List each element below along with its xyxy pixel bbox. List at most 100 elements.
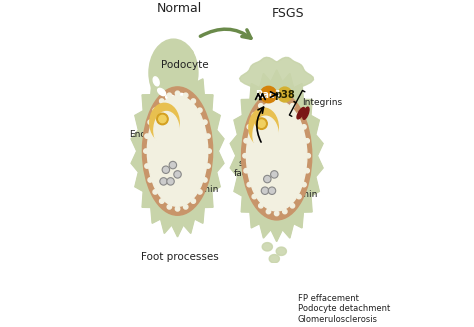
- Circle shape: [160, 99, 164, 103]
- Circle shape: [206, 164, 210, 168]
- Ellipse shape: [154, 112, 179, 149]
- Circle shape: [159, 115, 166, 123]
- Circle shape: [153, 190, 157, 194]
- Ellipse shape: [150, 103, 179, 142]
- Ellipse shape: [278, 87, 292, 102]
- Text: FSGS: FSGS: [272, 7, 305, 20]
- Circle shape: [157, 113, 168, 125]
- Text: Integrins: Integrins: [302, 97, 342, 107]
- Circle shape: [183, 205, 188, 209]
- Text: Endothelial
cell: Endothelial cell: [129, 130, 181, 149]
- Circle shape: [175, 207, 180, 211]
- Circle shape: [266, 209, 271, 214]
- Ellipse shape: [188, 50, 194, 62]
- Circle shape: [162, 166, 170, 173]
- Circle shape: [198, 190, 202, 194]
- Circle shape: [306, 154, 310, 158]
- Polygon shape: [230, 70, 323, 242]
- Circle shape: [167, 178, 174, 185]
- Ellipse shape: [165, 95, 175, 100]
- Circle shape: [247, 125, 252, 129]
- Text: p38: p38: [274, 90, 295, 99]
- Text: FP effacement
Podocyte detachment
Glomerulosclerosis: FP effacement Podocyte detachment Glomer…: [298, 294, 390, 324]
- Ellipse shape: [158, 88, 165, 96]
- Circle shape: [203, 120, 207, 124]
- Text: Albumin: Albumin: [281, 190, 319, 199]
- Circle shape: [256, 273, 264, 280]
- Circle shape: [266, 279, 273, 286]
- Text: FSGS
serum
factor(s): FSGS serum factor(s): [234, 148, 272, 178]
- Circle shape: [144, 149, 148, 153]
- Circle shape: [243, 154, 247, 158]
- Circle shape: [244, 168, 248, 173]
- Circle shape: [191, 99, 196, 103]
- Circle shape: [244, 139, 248, 143]
- Circle shape: [302, 125, 306, 129]
- Circle shape: [183, 93, 188, 97]
- Ellipse shape: [149, 39, 198, 106]
- Circle shape: [207, 149, 211, 153]
- Circle shape: [266, 98, 271, 102]
- Circle shape: [160, 178, 167, 185]
- Ellipse shape: [246, 100, 307, 211]
- Circle shape: [305, 139, 310, 143]
- Circle shape: [274, 96, 279, 100]
- Circle shape: [261, 268, 269, 275]
- Circle shape: [261, 187, 269, 195]
- Polygon shape: [269, 254, 280, 263]
- Circle shape: [271, 171, 278, 178]
- Ellipse shape: [249, 108, 278, 147]
- Polygon shape: [262, 243, 273, 251]
- Circle shape: [283, 209, 287, 214]
- Circle shape: [271, 271, 278, 279]
- Ellipse shape: [175, 94, 184, 99]
- Circle shape: [160, 199, 164, 203]
- Circle shape: [259, 104, 263, 108]
- Circle shape: [297, 194, 301, 199]
- Circle shape: [283, 98, 287, 102]
- Circle shape: [206, 134, 210, 138]
- Circle shape: [259, 203, 263, 208]
- Polygon shape: [131, 65, 224, 237]
- Circle shape: [169, 161, 177, 169]
- Ellipse shape: [147, 96, 208, 206]
- Text: Podocyte: Podocyte: [161, 60, 209, 71]
- Ellipse shape: [253, 116, 278, 153]
- Text: Albumin: Albumin: [182, 185, 219, 194]
- Circle shape: [290, 104, 295, 108]
- Circle shape: [305, 168, 310, 173]
- Circle shape: [258, 120, 265, 127]
- Circle shape: [198, 108, 202, 112]
- Text: Rac1: Rac1: [255, 90, 282, 99]
- Text: Foot processes: Foot processes: [141, 252, 219, 262]
- Circle shape: [145, 134, 149, 138]
- Ellipse shape: [242, 92, 312, 220]
- Ellipse shape: [297, 108, 305, 119]
- Circle shape: [145, 164, 149, 168]
- Ellipse shape: [153, 77, 159, 86]
- Circle shape: [167, 205, 172, 209]
- Polygon shape: [240, 57, 313, 119]
- Text: Normal: Normal: [157, 2, 202, 15]
- Circle shape: [252, 194, 256, 199]
- Circle shape: [191, 199, 196, 203]
- Circle shape: [167, 93, 172, 97]
- Circle shape: [264, 175, 271, 183]
- Circle shape: [203, 178, 207, 182]
- Circle shape: [302, 182, 306, 187]
- Circle shape: [174, 171, 181, 178]
- Circle shape: [247, 182, 252, 187]
- Ellipse shape: [260, 86, 277, 103]
- Polygon shape: [276, 247, 286, 255]
- Circle shape: [297, 113, 301, 117]
- Ellipse shape: [142, 87, 213, 215]
- Circle shape: [148, 178, 152, 182]
- Circle shape: [290, 203, 295, 208]
- Ellipse shape: [303, 107, 309, 119]
- Circle shape: [252, 113, 256, 117]
- Circle shape: [148, 120, 152, 124]
- Circle shape: [268, 187, 276, 195]
- Circle shape: [274, 211, 279, 216]
- Circle shape: [256, 118, 267, 129]
- Circle shape: [153, 108, 157, 112]
